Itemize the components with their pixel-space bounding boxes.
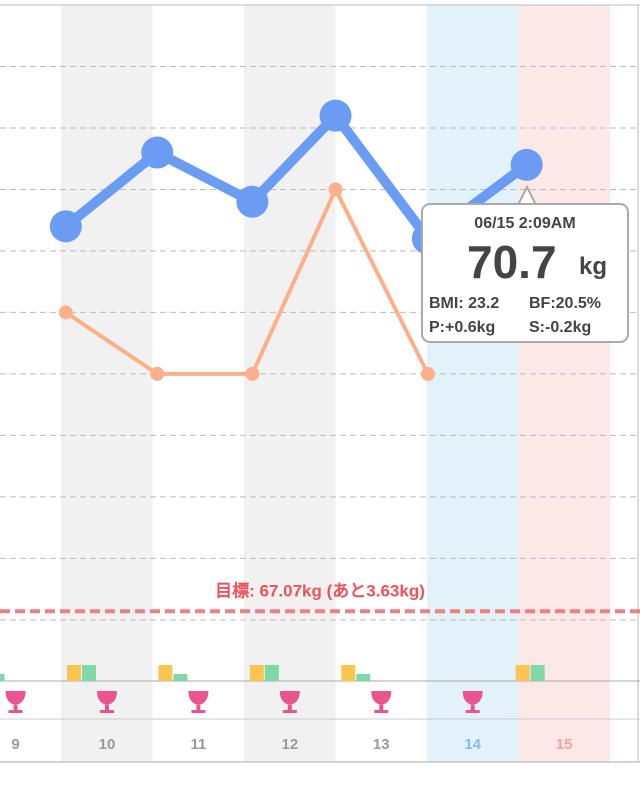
activity-icon <box>341 665 356 681</box>
activity-icon <box>515 665 530 681</box>
activity-icon <box>530 665 545 681</box>
goal-label: 目標: 67.07kg (あと3.63kg) <box>215 581 425 601</box>
activity-icon <box>66 665 81 681</box>
data-point <box>420 366 435 381</box>
tooltip-p: P:+0.6kg <box>429 319 496 336</box>
data-point <box>245 366 260 381</box>
tooltip-bf: BF:20.5% <box>529 295 602 312</box>
data-point <box>150 366 165 381</box>
tooltip: 06/15 2:09AM 70.7 kg BMI: 23.2 BF:20.5% … <box>421 203 629 343</box>
tooltip-date: 06/15 2:09AM <box>474 215 576 232</box>
data-point <box>236 185 269 218</box>
day-label: 14 <box>464 736 481 753</box>
day-label: 9 <box>11 736 19 753</box>
tooltip-bmi: BMI: 23.2 <box>429 295 500 312</box>
data-point <box>141 136 174 169</box>
data-point <box>328 182 343 197</box>
activity-icon <box>158 665 173 681</box>
day-label: 13 <box>373 736 390 753</box>
activity-icon <box>81 665 96 681</box>
activity-icon <box>356 674 371 681</box>
glass-icon <box>96 691 117 713</box>
column-shade <box>427 5 519 762</box>
tooltip-unit: kg <box>579 253 608 280</box>
activity-icon <box>173 674 188 681</box>
day-label: 15 <box>556 736 573 753</box>
column-shade <box>61 5 153 762</box>
glass-icon <box>5 691 26 713</box>
column-shade <box>518 5 610 762</box>
glass-icon <box>279 691 300 713</box>
tooltip-weight: 70.7 <box>467 236 557 288</box>
activity-icon <box>249 665 264 681</box>
tooltip-s: S:-0.2kg <box>529 319 592 336</box>
glass-icon <box>371 691 392 713</box>
data-point <box>319 99 352 132</box>
glass-icon <box>188 691 209 713</box>
activity-icon <box>0 674 5 681</box>
activity-icon <box>264 665 279 681</box>
data-point <box>49 210 82 243</box>
data-point <box>510 148 543 181</box>
day-label: 12 <box>281 736 298 753</box>
day-label: 10 <box>99 736 116 753</box>
data-point <box>58 305 73 320</box>
day-label: 11 <box>190 736 206 753</box>
glass-icon <box>462 691 483 713</box>
